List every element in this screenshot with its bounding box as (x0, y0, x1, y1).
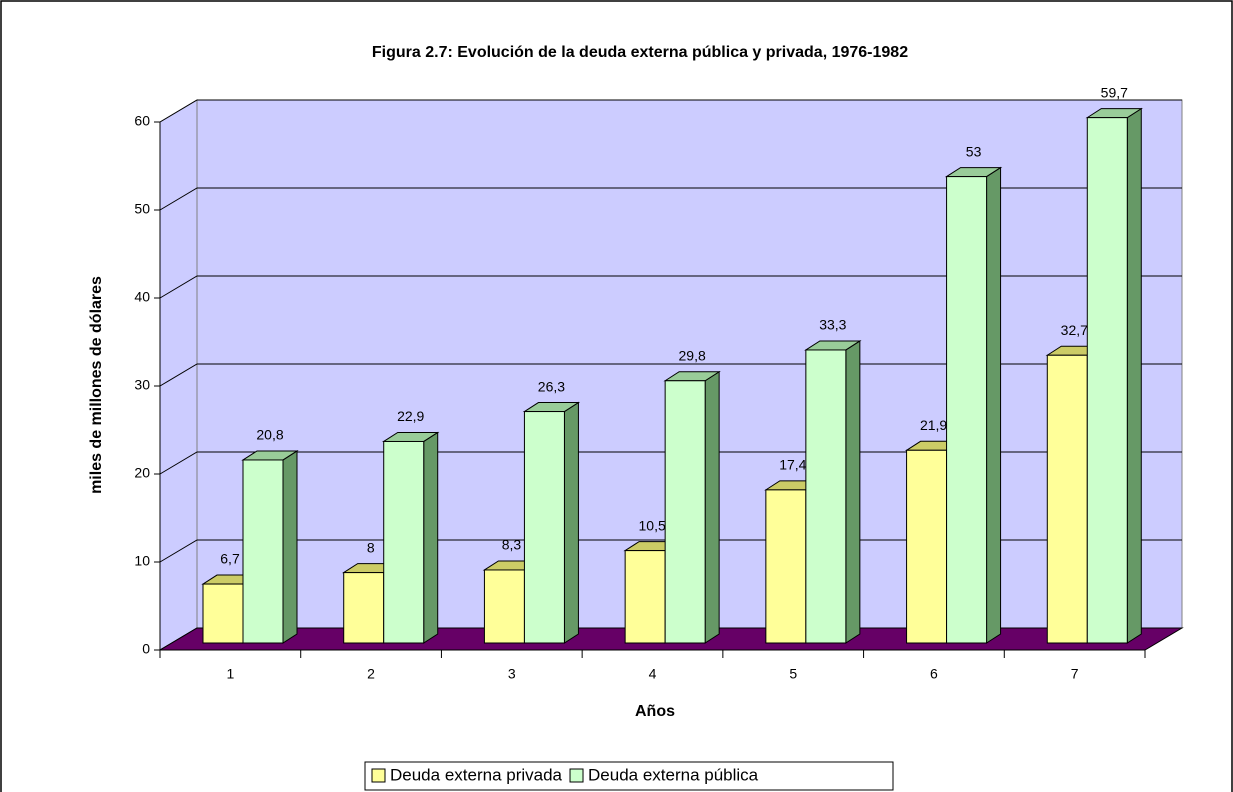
grid-line (159, 99, 1182, 123)
y-tick-label: 10 (134, 553, 150, 569)
y-tick-label: 50 (134, 201, 150, 217)
data-label: 8 (367, 539, 375, 555)
data-label: 26,3 (538, 378, 565, 394)
data-label: 29,8 (679, 347, 706, 363)
x-tick-label: 7 (1071, 666, 1079, 682)
y-tick-label: 40 (134, 289, 150, 305)
bar (483, 569, 525, 644)
legend-swatch (569, 768, 584, 783)
x-axis-label: Años (635, 703, 675, 720)
data-label: 17,4 (779, 457, 806, 473)
x-tick-label: 2 (367, 666, 375, 682)
y-tick-label: 0 (142, 641, 150, 657)
bar-side (1126, 107, 1142, 644)
bar-side (423, 431, 439, 644)
bar (624, 550, 666, 644)
bar-side (704, 370, 720, 644)
bar-side (282, 450, 298, 644)
x-tick-label: 1 (226, 666, 234, 682)
legend (364, 761, 894, 791)
bar (202, 583, 244, 644)
data-label: 8,3 (502, 537, 522, 553)
legend-label: Deuda externa pública (588, 765, 759, 784)
y-tick-label: 30 (134, 377, 150, 393)
bar (765, 489, 807, 644)
y-tick-label: 20 (134, 465, 150, 481)
data-label: 33,3 (819, 317, 846, 333)
data-label: 10,5 (639, 517, 666, 533)
bar (805, 349, 847, 644)
bar (242, 459, 284, 644)
data-label: 22,9 (397, 408, 424, 424)
bar-side (563, 401, 579, 644)
bar-side (845, 340, 861, 644)
x-tick-label: 3 (508, 666, 516, 682)
bar (906, 449, 948, 644)
y-axis-label: miles de millones de dólares (88, 276, 105, 494)
data-label: 59,7 (1101, 84, 1128, 100)
bar (664, 380, 706, 644)
x-tick-label: 5 (789, 666, 797, 682)
bar (946, 176, 988, 644)
chart-title: Figura 2.7: Evolución de la deuda extern… (372, 44, 908, 61)
data-label: 6,7 (220, 551, 240, 567)
bar (343, 572, 385, 644)
data-label: 53 (966, 143, 982, 159)
x-tick-label: 6 (930, 666, 938, 682)
legend-label: Deuda externa privada (390, 765, 563, 784)
bar (383, 440, 425, 644)
bar-side (986, 166, 1002, 644)
x-tick-label: 4 (649, 666, 657, 682)
grid-line (159, 275, 1182, 299)
data-label: 20,8 (256, 427, 283, 443)
bar (1086, 117, 1128, 644)
y-tick-label: 60 (134, 113, 150, 129)
data-label: 21,9 (920, 417, 947, 433)
bar (523, 411, 565, 644)
bar (1046, 354, 1088, 644)
grid-line (159, 187, 1182, 211)
legend-swatch (371, 768, 386, 783)
data-label: 32,7 (1061, 322, 1088, 338)
